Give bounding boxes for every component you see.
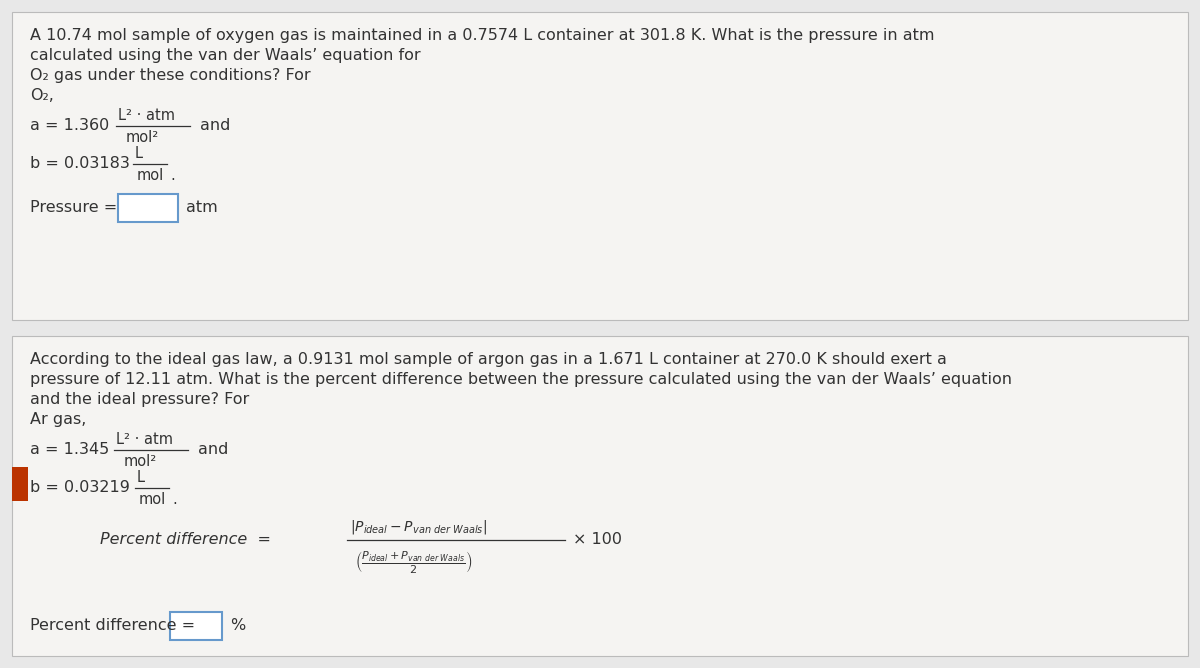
Text: Ar gas,: Ar gas, — [30, 412, 86, 427]
Text: mol: mol — [139, 492, 167, 508]
Text: $|P_{ideal} - P_{van\ der\ Waals}|$: $|P_{ideal} - P_{van\ der\ Waals}|$ — [350, 518, 487, 536]
Text: a = 1.345: a = 1.345 — [30, 442, 109, 458]
Text: and the ideal pressure? For: and the ideal pressure? For — [30, 392, 250, 407]
Text: mol: mol — [137, 168, 164, 184]
Text: Percent difference  =: Percent difference = — [100, 532, 271, 548]
FancyBboxPatch shape — [170, 612, 222, 640]
Text: mol²: mol² — [126, 130, 160, 146]
Text: Pressure =: Pressure = — [30, 200, 118, 216]
Text: .: . — [170, 168, 175, 184]
Text: mol²: mol² — [124, 454, 157, 470]
Text: and: and — [200, 118, 230, 134]
Text: L² · atm: L² · atm — [116, 432, 173, 446]
Text: L: L — [137, 470, 145, 484]
Text: pressure of 12.11 atm. What is the percent difference between the pressure calcu: pressure of 12.11 atm. What is the perce… — [30, 372, 1012, 387]
FancyBboxPatch shape — [12, 336, 1188, 656]
Text: L: L — [134, 146, 143, 160]
FancyBboxPatch shape — [12, 12, 1188, 320]
FancyBboxPatch shape — [12, 467, 28, 501]
Text: O₂,: O₂, — [30, 88, 54, 103]
Text: %: % — [230, 619, 245, 633]
Text: A 10.74 mol sample of oxygen gas is maintained in a 0.7574 L container at 301.8 : A 10.74 mol sample of oxygen gas is main… — [30, 28, 935, 43]
Text: L² · atm: L² · atm — [118, 108, 175, 122]
Text: .: . — [172, 492, 176, 508]
Text: $\left(\dfrac{P_{ideal}+P_{van\ der\ Waals}}{2}\right)$: $\left(\dfrac{P_{ideal}+P_{van\ der\ Waa… — [355, 549, 472, 575]
FancyBboxPatch shape — [118, 194, 178, 222]
Text: atm: atm — [186, 200, 217, 216]
Text: b = 0.03183: b = 0.03183 — [30, 156, 130, 172]
Text: Percent difference =: Percent difference = — [30, 619, 196, 633]
Text: According to the ideal gas law, a 0.9131 mol sample of argon gas in a 1.671 L co: According to the ideal gas law, a 0.9131… — [30, 352, 947, 367]
Text: and: and — [198, 442, 228, 458]
Text: calculated using the van der Waals’ equation for: calculated using the van der Waals’ equa… — [30, 48, 421, 63]
Text: b = 0.03219: b = 0.03219 — [30, 480, 130, 496]
Text: × 100: × 100 — [574, 532, 622, 548]
Text: O₂ gas under these conditions? For: O₂ gas under these conditions? For — [30, 68, 311, 83]
Text: a = 1.360: a = 1.360 — [30, 118, 109, 134]
